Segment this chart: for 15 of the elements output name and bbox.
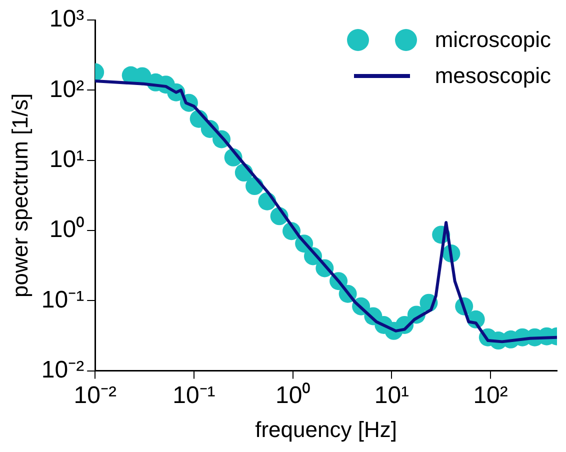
legend-label: microscopic xyxy=(434,27,551,53)
y-tick-label: 10⁻² xyxy=(41,356,84,384)
y-tick-label: 10⁻¹ xyxy=(41,286,84,314)
y-axis-title: power spectrum [1/s] xyxy=(7,93,32,298)
x-tick-label: 10⁻¹ xyxy=(172,382,216,409)
y-tick-label: 10¹ xyxy=(49,146,84,173)
x-tick-label: 10² xyxy=(473,382,508,409)
x-tick-label: 10⁰ xyxy=(275,382,310,409)
y-tick-label: 10³ xyxy=(49,6,84,33)
legend-label: mesoscopic xyxy=(434,63,551,89)
x-axis-title: frequency [Hz] xyxy=(255,416,397,442)
x-tick-label: 10⁻² xyxy=(74,382,116,409)
x-tick-label: 10¹ xyxy=(374,382,410,409)
y-tick-label: 10² xyxy=(49,76,84,103)
y-tick-label: 10⁰ xyxy=(49,216,84,244)
